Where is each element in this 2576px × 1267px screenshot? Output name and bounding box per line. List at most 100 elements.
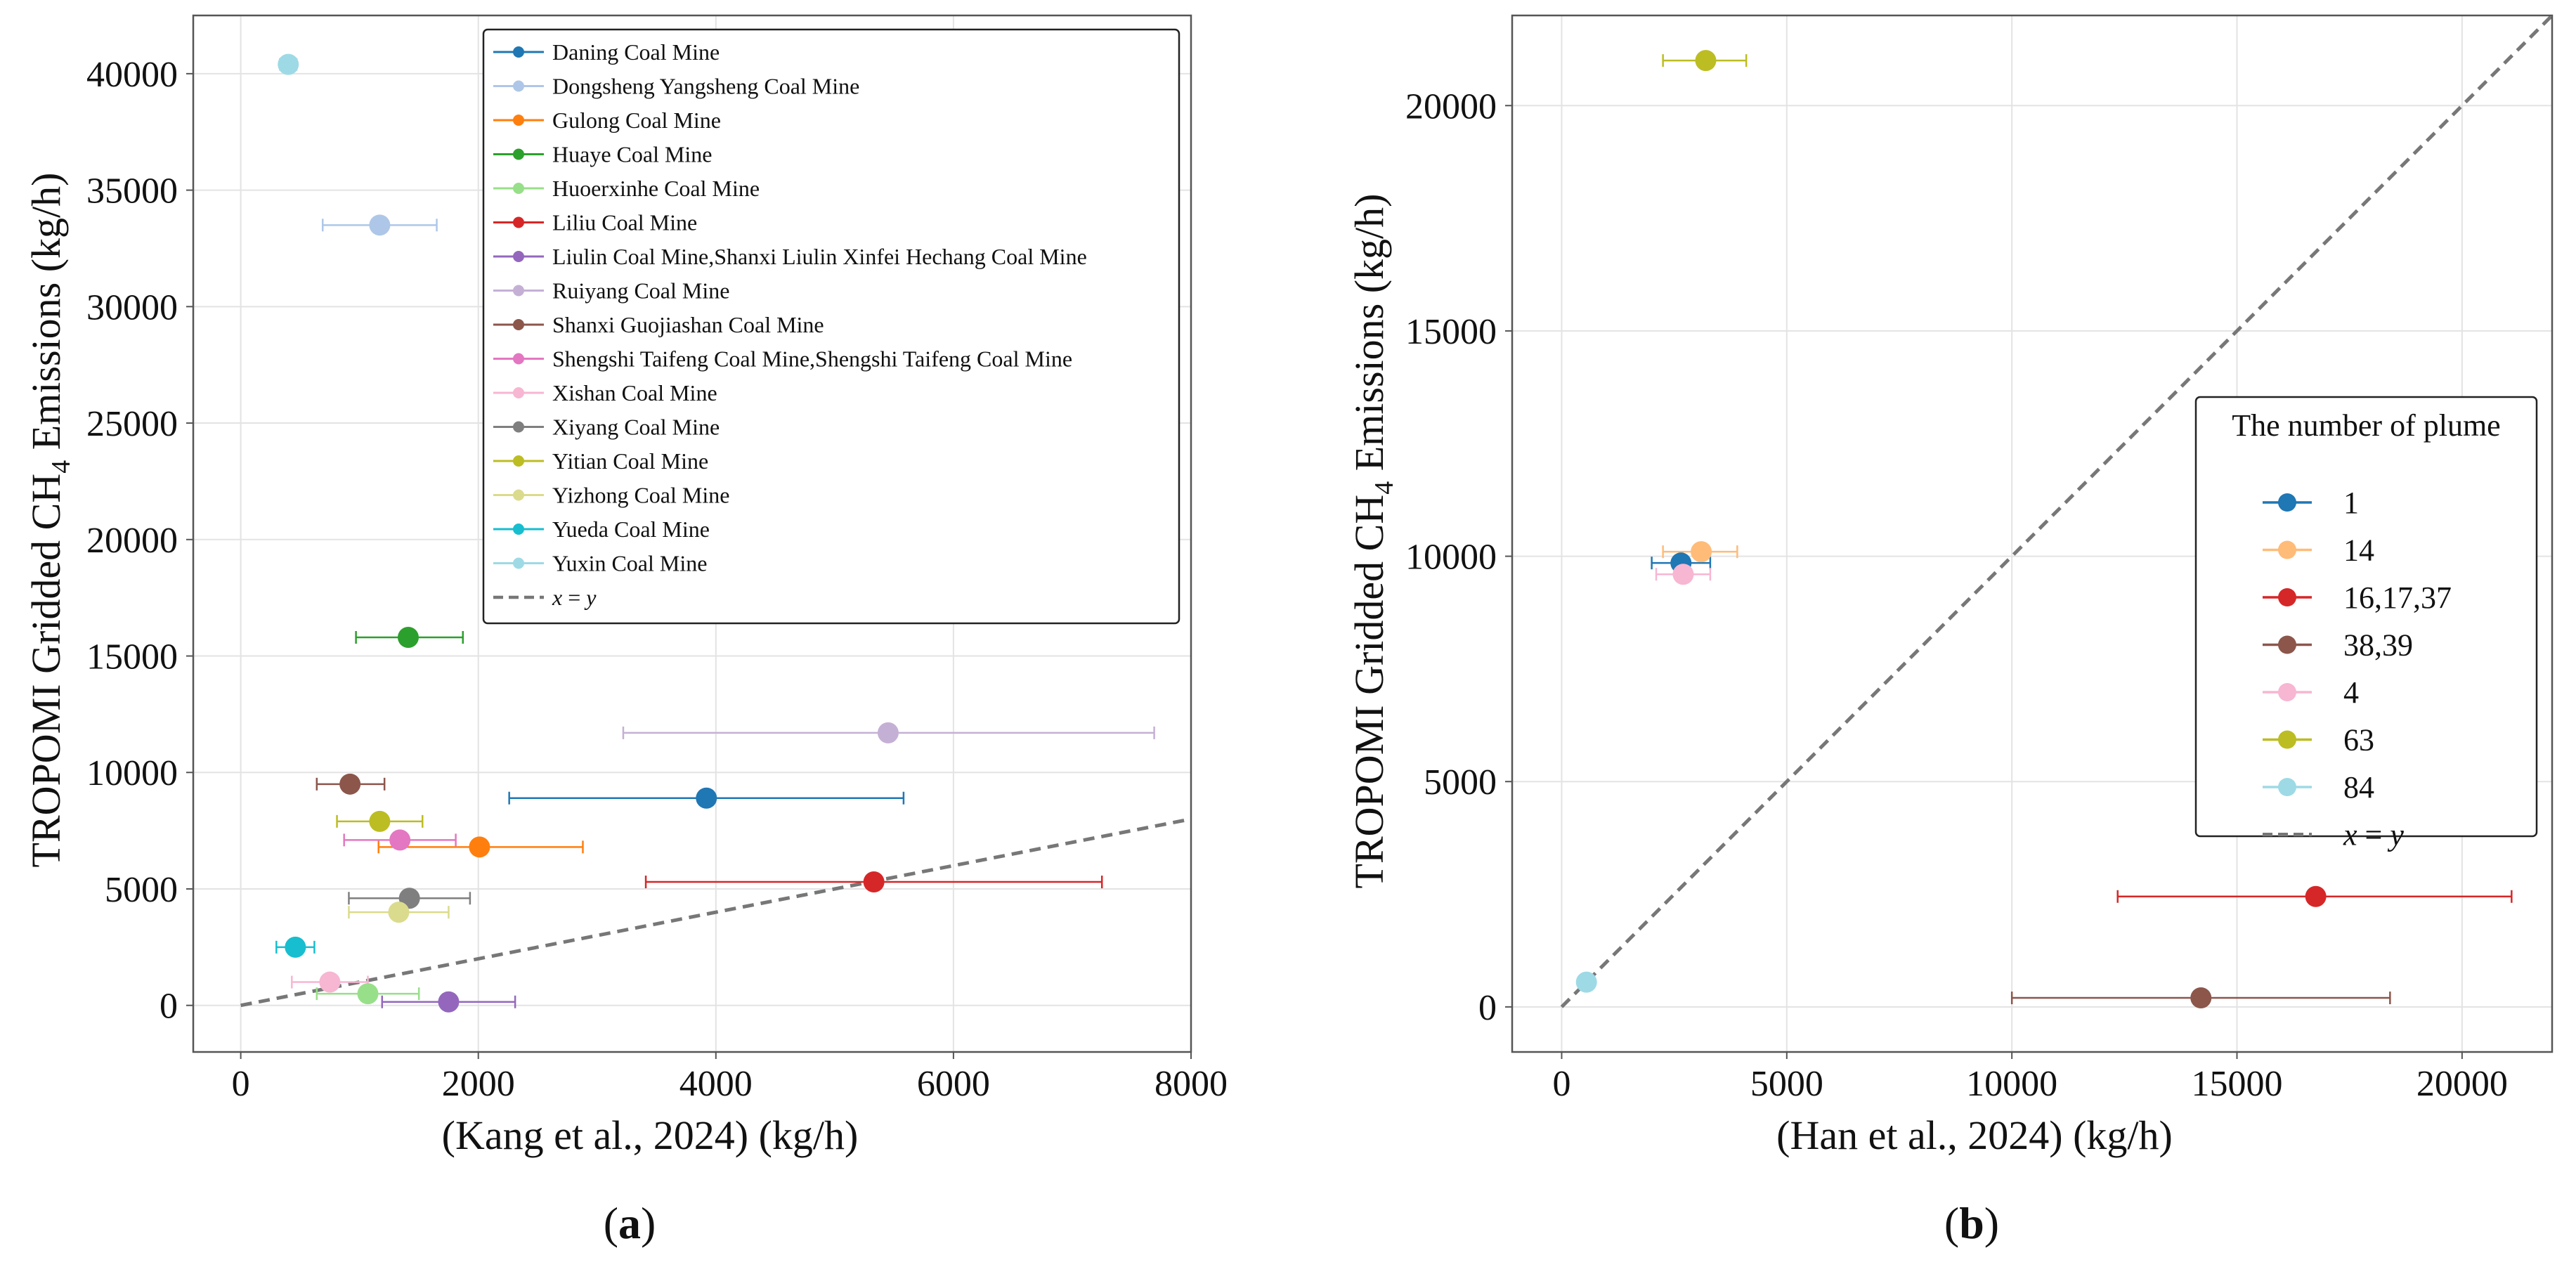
panel-b-point-3 (2190, 987, 2212, 1009)
panel-a-legend-marker-8 (513, 319, 524, 330)
panel-a-point-9 (389, 829, 411, 851)
panel-b-ytick-label-15000: 15000 (1405, 312, 1497, 352)
panel-a-ticks: 0 2000 4000 6000 8000 0 5000 10000 15000 20000 250… (86, 55, 1228, 1104)
panel-a-point-5 (863, 871, 885, 893)
panel-b-legend-title: The number of plume (2232, 408, 2500, 443)
panel-b-label: (b) (1944, 1198, 1999, 1248)
panel-b-legend-label-ref: x = y (2343, 818, 2404, 852)
panel-b-legend-label-6: 84 (2343, 770, 2374, 805)
panel-b-point-5 (1695, 50, 1717, 72)
panel-b-legend: The number of plume 1 14 16,17,37 38,39 4 63 84… (2194, 396, 2538, 852)
panel-a-legend-marker-3 (513, 148, 524, 160)
panel-b-point-4 (1672, 564, 1694, 585)
panel-b-points (1575, 50, 2327, 1009)
panel-a-legend-label-9: Shengshi Taifeng Coal Mine,Shengshi Taif… (552, 346, 1072, 372)
panel-a-xtick-label-2000: 2000 (442, 1064, 515, 1104)
panel-a-point-1 (369, 214, 391, 236)
panel-a-reference-line (240, 817, 1192, 1008)
panel-a-legend-label-5: Liliu Coal Mine (552, 210, 697, 235)
panel-a-legend-marker-7 (513, 285, 524, 297)
panel-a-legend-marker-14 (513, 524, 524, 535)
panel-a-legend-marker-6 (513, 251, 524, 262)
panel-b-ytick-label-20000: 20000 (1405, 86, 1497, 126)
panel-a-legend-label-ref: x = y (552, 585, 597, 610)
panel-a-legend-label-1: Dongsheng Yangsheng Coal Mine (552, 74, 859, 99)
panel-b-reference-line-layer (1560, 14, 2554, 1008)
panel-a-point-6 (438, 991, 460, 1013)
panel-b-ylabel: TROPOMI Gridded CH4 Emissions (kg/h) (1346, 194, 1399, 889)
panel-a-point-13 (388, 902, 410, 923)
panel-a-legend: Daning Coal Mine Dongsheng Yangsheng Coal… (482, 28, 1180, 625)
panel-a-legend-label-15: Yuxin Coal Mine (552, 551, 707, 576)
panel-b-xlabel: (Han et al., 2024) (kg/h) (1776, 1112, 2173, 1158)
panel-a-legend-label-13: Yizhong Coal Mine (552, 483, 729, 508)
panel-a-xlabel: (Kang et al., 2024) (kg/h) (442, 1112, 859, 1158)
panel-a-legend-label-3: Huaye Coal Mine (552, 142, 713, 167)
panel-b-xtick-label-5000: 5000 (1750, 1064, 1823, 1104)
panel-a-ytick-label-25000: 25000 (86, 404, 178, 444)
panel-b-legend-label-3: 38,39 (2343, 628, 2413, 663)
panel-b-plot-frame (1511, 14, 2554, 1053)
panel-b-legend-marker-6 (2278, 778, 2296, 796)
panel-a-legend-label-2: Gulong Coal Mine (552, 108, 721, 133)
panel-b-legend-marker-0 (2278, 493, 2296, 512)
panel-b-xtick-label-20000: 20000 (2416, 1064, 2508, 1104)
panel-a-legend-label-10: Xishan Coal Mine (552, 380, 717, 405)
panel-a-legend-marker-5 (513, 216, 524, 228)
panel-a-ytick-label-10000: 10000 (86, 753, 178, 793)
panel-a-legend-label-8: Shanxi Guojiashan Coal Mine (552, 312, 824, 337)
panel-a-legend-marker-10 (513, 387, 524, 398)
panel-b: 0 5000 10000 15000 20000 0 5000 10000 15000 20000… (1346, 14, 2554, 1248)
panel-a-ylabel: TROPOMI Gridded CH4 Emissions (kg/h) (23, 173, 76, 868)
panel-a-point-4 (357, 983, 379, 1005)
panel-a-legend-marker-12 (513, 455, 524, 467)
panel-a-legend-box (482, 28, 1180, 625)
panel-a-ytick-label-40000: 40000 (86, 55, 178, 95)
panel-a-legend-marker-2 (513, 115, 524, 126)
panel-a-point-12 (369, 810, 391, 832)
panel-a-ytick-label-5000: 5000 (105, 870, 178, 910)
panel-b-legend-marker-1 (2278, 540, 2296, 559)
panel-a-ytick-label-30000: 30000 (86, 287, 178, 327)
panel-a-xtick-label-6000: 6000 (917, 1064, 990, 1104)
panel-b-legend-marker-3 (2278, 635, 2296, 654)
panel-b-ytick-label-5000: 5000 (1424, 762, 1497, 803)
panel-a-legend-marker-4 (513, 183, 524, 194)
panel-b-ytick-label-10000: 10000 (1405, 538, 1497, 578)
panel-a-point-3 (397, 627, 419, 648)
panel-a-ytick-label-15000: 15000 (86, 637, 178, 677)
panel-b-xtick-label-15000: 15000 (2192, 1064, 2283, 1104)
panel-a-ytick-label-20000: 20000 (86, 521, 178, 561)
panel-b-legend-marker-2 (2278, 588, 2296, 606)
panel-a-legend-marker-13 (513, 489, 524, 501)
panel-b-point-6 (1575, 971, 1597, 993)
panel-a-point-2 (469, 836, 490, 858)
panel-b-xtick-label-0: 0 (1552, 1064, 1570, 1104)
panel-b-reference-line (1560, 14, 2554, 1008)
panel-a: 0 2000 4000 6000 8000 0 5000 10000 15000 20000 250… (23, 14, 1228, 1248)
panel-a-legend-marker-9 (513, 353, 524, 365)
panel-b-legend-label-1: 14 (2343, 533, 2374, 568)
panel-a-point-8 (339, 773, 361, 795)
panel-a-legend-label-7: Ruiyang Coal Mine (552, 278, 729, 304)
panel-b-legend-label-5: 63 (2343, 723, 2374, 758)
panel-a-point-14 (285, 936, 306, 958)
panel-a-legend-marker-15 (513, 557, 524, 569)
panel-a-xtick-label-4000: 4000 (679, 1064, 753, 1104)
panel-b-ytick-label-0: 0 (1478, 988, 1497, 1028)
panel-a-plot-frame (192, 14, 1192, 1053)
panel-b-legend-label-0: 1 (2343, 486, 2359, 520)
panel-a-legend-marker-11 (513, 421, 524, 433)
panel-b-legend-label-4: 4 (2343, 675, 2359, 710)
panel-b-point-2 (2305, 885, 2327, 907)
panel-a-label: (a) (604, 1198, 656, 1248)
panel-a-point-10 (319, 971, 341, 993)
panel-b-legend-marker-4 (2278, 683, 2296, 701)
panel-b-xtick-label-10000: 10000 (1966, 1064, 2057, 1104)
panel-a-reference-line-layer (240, 817, 1192, 1008)
panel-a-ytick-label-35000: 35000 (86, 171, 178, 212)
panel-a-legend-label-12: Yitian Coal Mine (552, 448, 708, 474)
panel-b-ticks: 0 5000 10000 15000 20000 0 5000 10000 15000 20000 (1405, 86, 2508, 1104)
panel-a-legend-label-4: Huoerxinhe Coal Mine (552, 176, 760, 201)
